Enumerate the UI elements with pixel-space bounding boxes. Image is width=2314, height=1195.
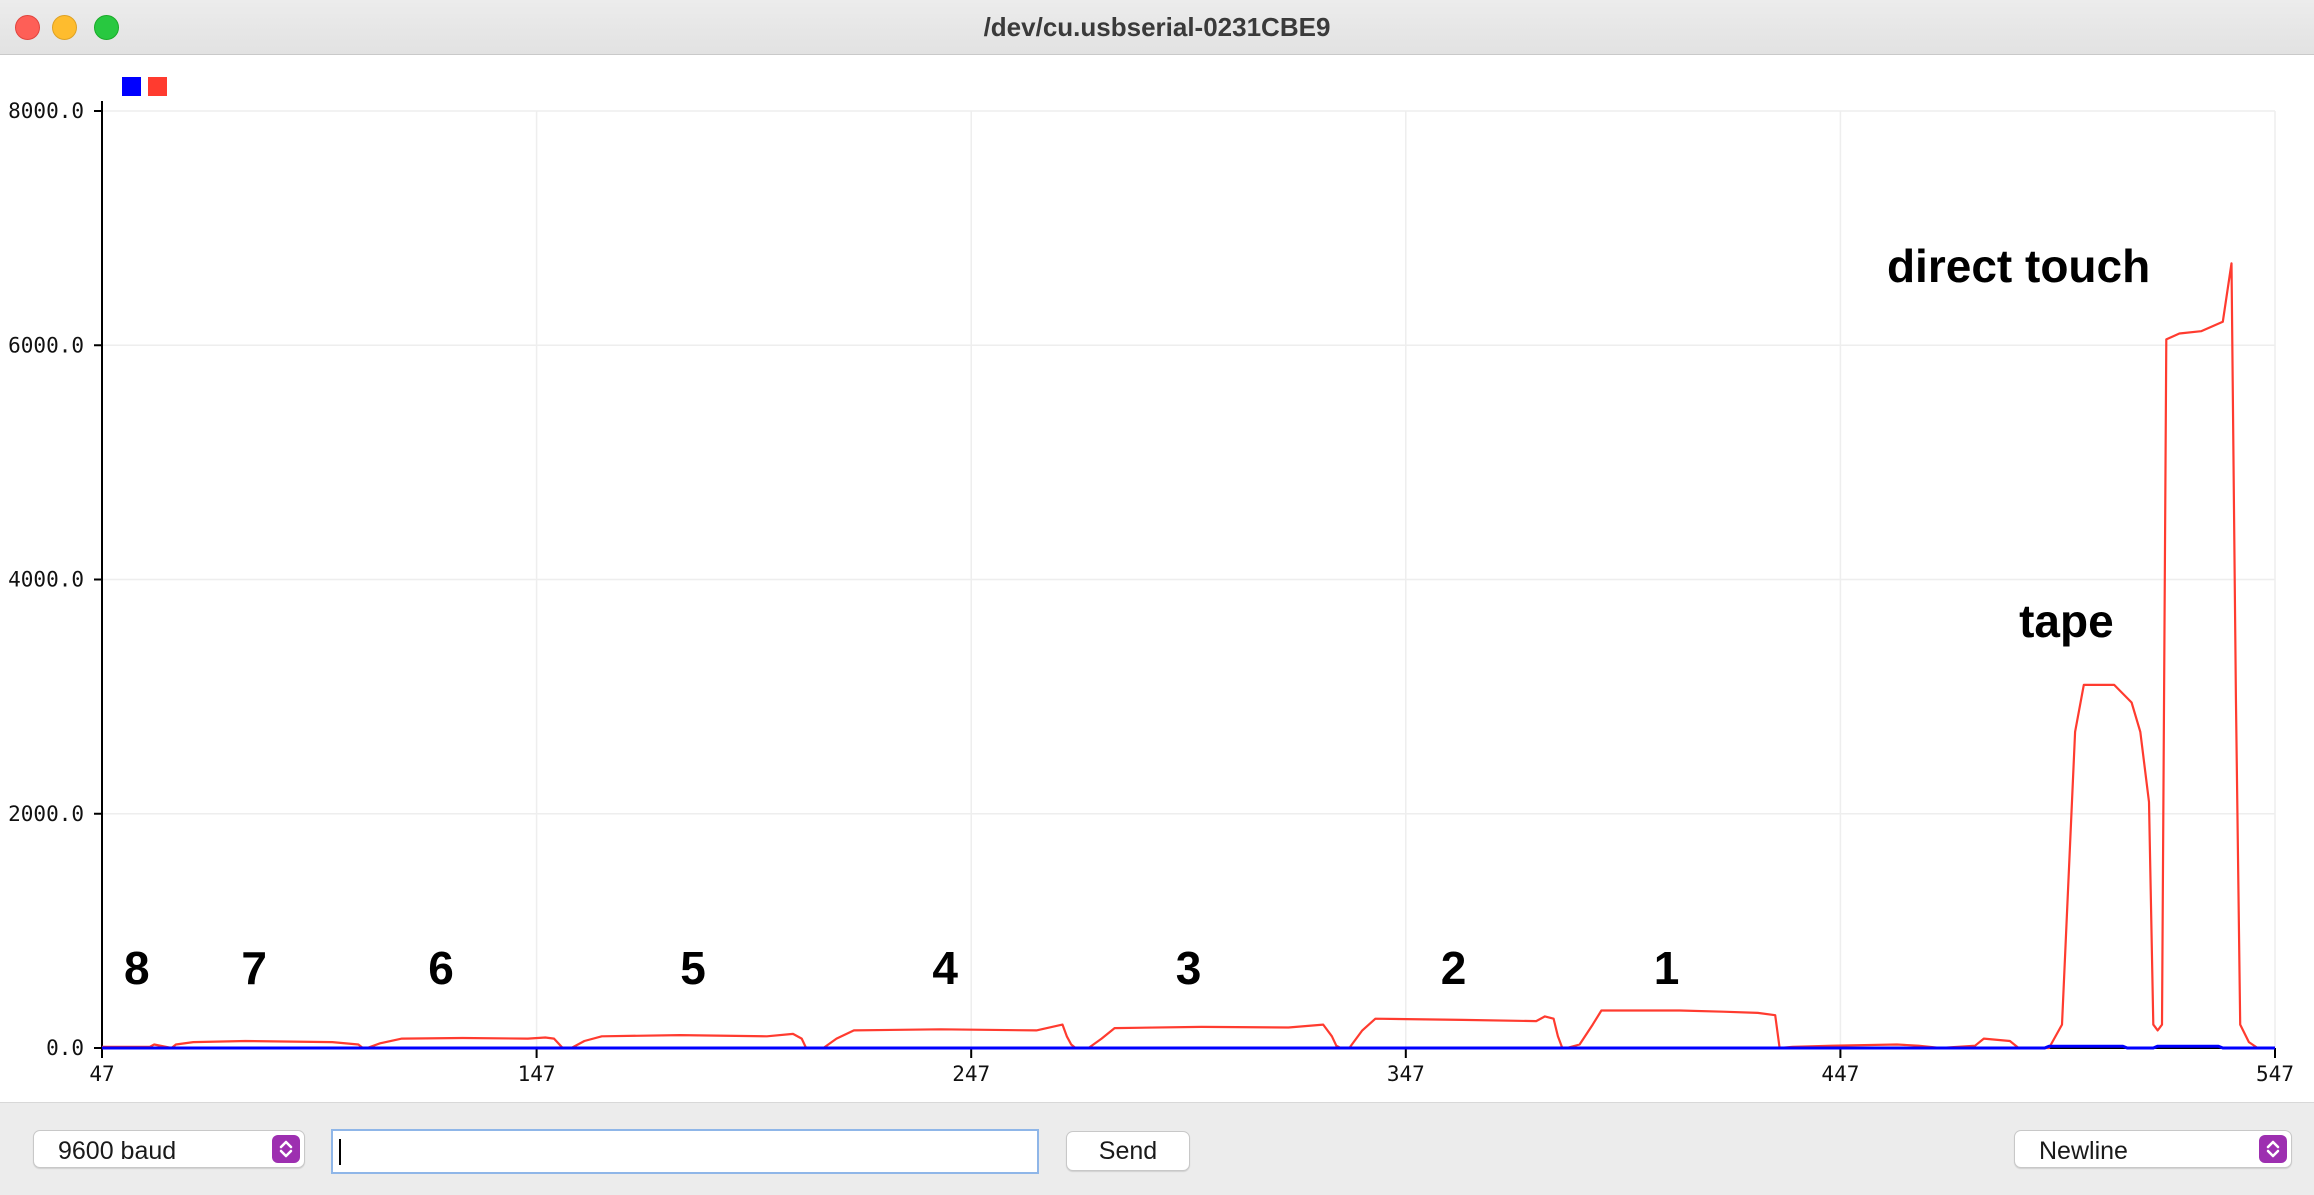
annotation-label: 3 — [1176, 942, 1202, 994]
plot-legend — [122, 77, 167, 96]
line-ending-value: Newline — [2039, 1137, 2128, 1165]
annotation-label: tape — [2019, 595, 2114, 647]
minimize-window-button[interactable] — [52, 15, 77, 40]
x-tick-label: 147 — [518, 1062, 556, 1086]
y-tick-label: 4000.0 — [8, 568, 84, 592]
bottom-toolbar: 9600 baud Send Newline — [0, 1102, 2314, 1195]
annotation-label: 6 — [428, 942, 454, 994]
plot-series — [102, 262, 2275, 1050]
x-tick-label: 247 — [952, 1062, 990, 1086]
annotation-label: 5 — [680, 942, 706, 994]
legend-swatch — [148, 77, 167, 96]
annotation-label: direct touch — [1887, 240, 2150, 292]
annotation-label: 4 — [932, 942, 958, 994]
annotation-label: 7 — [241, 942, 267, 994]
line-ending-select[interactable]: Newline — [2014, 1130, 2292, 1168]
text-caret — [339, 1139, 341, 1165]
annotation-label: 1 — [1654, 942, 1680, 994]
x-tick-label: 547 — [2256, 1062, 2294, 1086]
y-tick-label: 8000.0 — [8, 99, 84, 123]
stepper-arrows-icon — [272, 1135, 300, 1163]
legend-swatch — [122, 77, 141, 96]
annotation-label: 8 — [124, 942, 150, 994]
message-input[interactable] — [331, 1129, 1039, 1174]
series-line-red — [102, 262, 2275, 1050]
x-tick-label: 447 — [1821, 1062, 1859, 1086]
y-tick-label: 6000.0 — [8, 333, 84, 357]
window-title: /dev/cu.usbserial-0231CBE9 — [983, 12, 1331, 42]
series-line-blue — [102, 1044, 2275, 1050]
close-window-button[interactable] — [15, 15, 40, 40]
title-bar: /dev/cu.usbserial-0231CBE9 — [0, 0, 2314, 55]
x-tick-label: 347 — [1387, 1062, 1425, 1086]
baud-rate-select[interactable]: 9600 baud — [33, 1130, 305, 1168]
x-tick-label: 47 — [89, 1062, 114, 1086]
annotation-label: 2 — [1441, 942, 1467, 994]
plot-annotations: 8 7 6 5 4 3 2 1 tape direct touch — [124, 240, 2150, 994]
y-tick-label: 2000.0 — [8, 802, 84, 826]
maximize-window-button[interactable] — [94, 15, 119, 40]
stepper-arrows-icon — [2259, 1135, 2287, 1163]
baud-rate-value: 9600 baud — [58, 1137, 177, 1165]
y-tick-label: 0.0 — [46, 1036, 84, 1060]
send-button[interactable]: Send — [1066, 1131, 1190, 1171]
